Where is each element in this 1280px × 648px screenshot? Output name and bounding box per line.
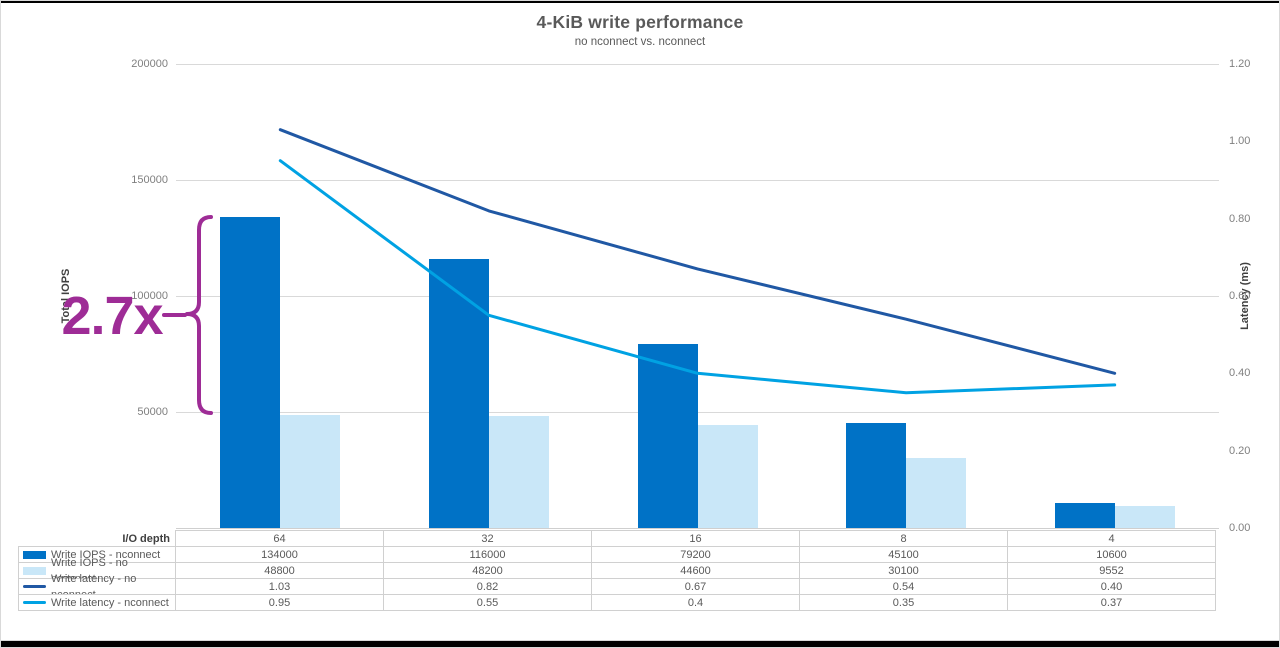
gridline xyxy=(176,64,1219,65)
series-value-cell: 48200 xyxy=(383,562,592,579)
plot-area xyxy=(176,64,1219,529)
bar-nconnect xyxy=(637,344,698,528)
annotation-brace xyxy=(185,215,213,415)
line-write-latency-nconnect xyxy=(278,159,1117,395)
series-value-cell: 1.03 xyxy=(175,578,384,595)
bar-nconnect xyxy=(428,258,489,528)
bar-no-nconnect xyxy=(697,424,758,528)
gridline xyxy=(176,296,1219,297)
bar-no-nconnect xyxy=(488,416,549,528)
annotation-connector xyxy=(162,313,187,317)
right-tick-label: 0.20 xyxy=(1229,444,1251,457)
bottom-divider xyxy=(1,640,1279,641)
series-value-cell: 45100 xyxy=(799,546,1008,563)
series-value-cell: 0.95 xyxy=(175,594,384,611)
legend-swatch-bar xyxy=(23,550,46,559)
gridline xyxy=(176,412,1219,413)
series-label: Write latency - nconnect xyxy=(51,596,169,609)
series-value-cell: 0.35 xyxy=(799,594,1008,611)
right-tick-label: 0.60 xyxy=(1229,290,1251,302)
series-label-cell: Write IOPS - nconnect xyxy=(18,546,176,563)
series-value-cell: 30100 xyxy=(799,562,1008,579)
series-value-cell: 48800 xyxy=(175,562,384,579)
bar-nconnect xyxy=(220,217,281,528)
bar-nconnect xyxy=(846,423,907,528)
right-tick-label: 0.00 xyxy=(1229,522,1251,534)
series-value-cell: 0.40 xyxy=(1007,578,1216,595)
series-value-cell: 116000 xyxy=(383,546,592,563)
series-value-cell: 0.82 xyxy=(383,578,592,595)
table-row: Write IOPS - nconnect 134000 116000 79200 45… xyxy=(18,546,1216,563)
chart-title: 4-KiB write performance xyxy=(536,12,744,32)
left-tick-label: 200000 xyxy=(131,58,168,70)
bottom-border xyxy=(1,641,1279,647)
series-label-cell: Write latency - no nconnect xyxy=(18,573,176,601)
right-tick-label: 0.40 xyxy=(1229,367,1251,380)
bar-nconnect xyxy=(1054,503,1115,528)
series-value-cell: 0.55 xyxy=(383,594,592,611)
right-tick-label: 1.20 xyxy=(1229,58,1251,70)
io-depth-value: 16 xyxy=(591,530,800,547)
series-value-cell: 79200 xyxy=(591,546,800,563)
io-depth-value: 32 xyxy=(383,530,592,547)
io-depth-value: 8 xyxy=(799,530,1008,547)
top-border xyxy=(1,1,1279,3)
annotation-2-7x: 2.7x xyxy=(61,286,163,346)
chart-subtitle: no nconnect vs. nconnect xyxy=(574,36,706,48)
gridline xyxy=(176,180,1219,181)
series-value-cell: 44600 xyxy=(591,562,800,579)
left-tick-label: 100000 xyxy=(131,290,168,302)
io-depth-value: 64 xyxy=(175,530,384,547)
series-value-cell: 9552 xyxy=(1007,562,1216,579)
right-tick-label: 1.00 xyxy=(1229,135,1251,148)
series-value-cell: 0.4 xyxy=(591,594,800,611)
bar-no-nconnect xyxy=(1114,505,1175,528)
series-value-cell: 134000 xyxy=(175,546,384,563)
latency-lines xyxy=(278,128,1117,395)
series-value-cell: 0.54 xyxy=(799,578,1008,595)
line-write-latency-no-nconnect xyxy=(278,128,1117,375)
legend-swatch-line xyxy=(23,601,46,604)
table-row: Write latency - nconnect 0.95 0.55 0.4 0.35 0… xyxy=(18,594,1216,611)
io-depth-label: I/O depth xyxy=(122,532,170,545)
series-label: Write IOPS - nconnect xyxy=(51,548,161,561)
series-value-cell: 0.67 xyxy=(591,578,800,595)
series-value-cell: 10600 xyxy=(1007,546,1216,563)
table-row: Write IOPS - no nconnect4880048200446003… xyxy=(18,557,1216,585)
io-depth-value: 4 xyxy=(1007,530,1216,547)
bar-no-nconnect xyxy=(906,458,967,528)
series-value-cell: 0.37 xyxy=(1007,594,1216,611)
legend-data-table: I/O depth 64 32 16 8 4 Write IOPS - nconnect 13… xyxy=(18,530,1216,611)
left-tick-label: 50000 xyxy=(137,406,168,418)
legend-swatch-bar xyxy=(23,566,46,575)
table-header-row: I/O depth 64 32 16 8 4 xyxy=(19,530,1216,547)
right-tick-label: 0.80 xyxy=(1229,212,1251,225)
left-tick-label: 150000 xyxy=(131,174,168,186)
series-label-cell: Write latency - nconnect xyxy=(18,594,176,611)
legend-swatch-line xyxy=(23,585,46,588)
table-row: Write latency - no nconnect1.030.820.670… xyxy=(18,573,1216,601)
x-axis-line xyxy=(176,528,1219,529)
bar-no-nconnect xyxy=(280,414,341,528)
